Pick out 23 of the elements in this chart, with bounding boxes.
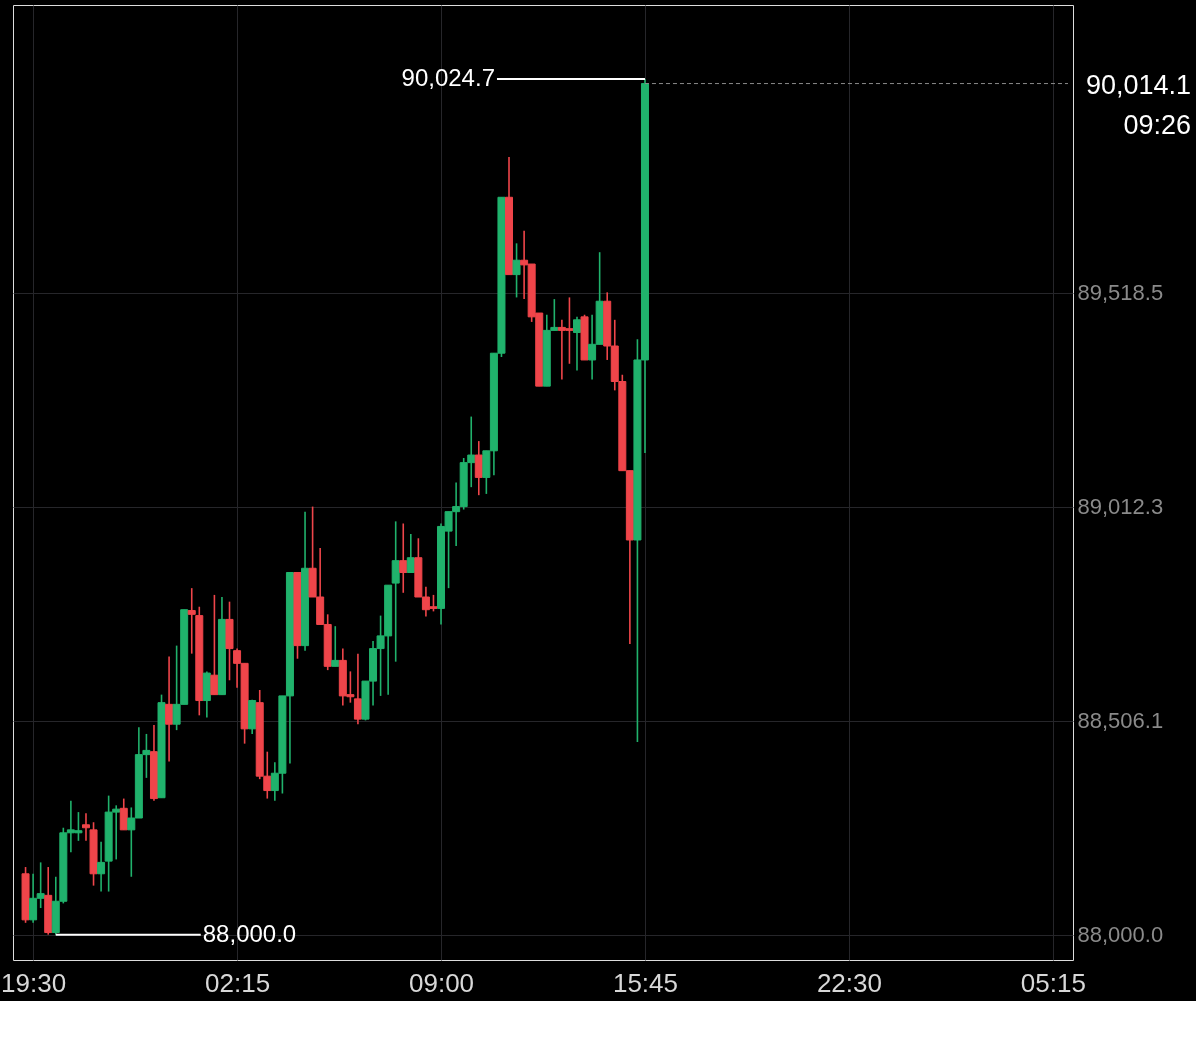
x-tick-label: 02:15 [205,967,271,998]
text: 09:26 [1123,109,1191,140]
annotation: 88,000.0 [202,919,297,947]
x-tick-label: 19:30 [1,967,67,998]
annotation: 90,024.7 [401,64,495,92]
x-tick-label: 09:00 [408,967,475,998]
candlestick [119,797,128,831]
y-tick-label: 89,012.3 [1077,494,1164,520]
x-tick-label: 05:15 [1020,967,1086,998]
x-tick-label: 15:45 [612,967,679,998]
candlestick [210,594,219,696]
candlestick [474,440,483,496]
y-tick-label: 88,506.1 [1077,708,1164,734]
candlestick [512,242,521,299]
candlestick [399,522,408,594]
candlestick [406,533,415,574]
ref-line-label: 90,014.1 [1085,69,1191,100]
y-tick-label: 89,518.5 [1077,280,1164,306]
candlestick [331,625,340,668]
candlestick [391,520,400,663]
y-tick-label: 88,000.0 [1077,922,1164,948]
x-tick-label: 22:30 [816,967,882,998]
candlestick [572,316,581,372]
